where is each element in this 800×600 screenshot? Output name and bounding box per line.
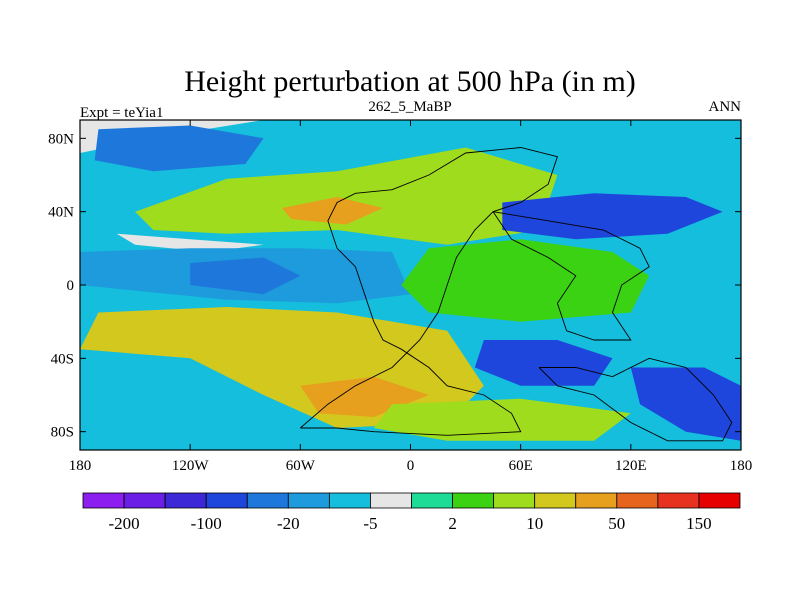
y-tick-label: 40N [48, 205, 74, 221]
x-tick-label: 120E [615, 458, 647, 474]
y-tick-label: 40S [51, 351, 74, 367]
band-70s-green [373, 398, 631, 441]
colorbar-swatch [657, 492, 700, 509]
colorbar-swatch [205, 492, 248, 509]
x-tick-label: 180 [730, 458, 753, 474]
y-tick-label: 80N [48, 131, 74, 147]
colorbar-swatch [246, 492, 289, 509]
colorbar-tick-label: 2 [448, 514, 457, 533]
colorbar-tick-label: -100 [191, 514, 222, 533]
colorbar-swatch [164, 492, 207, 509]
y-tick-label: 80S [51, 425, 74, 441]
x-tick-label: 120W [172, 458, 210, 474]
continent-outline-south [538, 357, 733, 442]
continent-outline-east [492, 211, 650, 341]
band-40s-blue [474, 340, 613, 386]
coastlines [300, 147, 733, 442]
x-tick-label: 180 [69, 458, 92, 474]
colorbar-swatch [534, 492, 577, 509]
band-equator-green [401, 239, 650, 322]
center-label: 262_5_MaBP [368, 99, 451, 115]
colorbar-tick-label: 50 [608, 514, 625, 533]
y-tick-label: 0 [67, 278, 75, 294]
colorbar-swatch [287, 492, 330, 509]
colorbar-swatch [328, 492, 371, 509]
right-label: ANN [709, 99, 742, 115]
band-equator-dark [190, 257, 301, 295]
band-40n-green [135, 147, 558, 245]
band-60s-blue [630, 367, 741, 441]
x-tick-label: 0 [407, 458, 415, 474]
colorbar-swatch [575, 492, 618, 509]
colorbar-swatch [82, 492, 125, 509]
band-20n-white [116, 233, 264, 252]
y-axis: 80N 40N 0 40S 80S [48, 131, 741, 441]
chart-title: Height perturbation at 500 hPa (in m) [184, 65, 636, 98]
colorbar-tick-label: -20 [277, 514, 300, 533]
x-axis: 180 120W 60W 0 60E 120E 180 [69, 120, 753, 474]
continent-outline-main [300, 147, 558, 436]
colorbar: -200 -100 -20 -5 2 10 50 150 [82, 492, 741, 533]
left-label: Expt = teYia1 [80, 105, 163, 121]
x-tick-label: 60E [509, 458, 533, 474]
colorbar-swatch [698, 492, 741, 509]
colorbar-tick-label: 150 [686, 514, 712, 533]
colorbar-swatch [123, 492, 166, 509]
plot-area [80, 120, 741, 450]
colorbar-swatch [493, 492, 536, 509]
colorbar-tick-label: -200 [109, 514, 140, 533]
colorbar-swatch [452, 492, 495, 509]
colorbar-tick-label: 10 [526, 514, 543, 533]
band-70n-blue [94, 125, 264, 172]
colorbar-swatch [411, 492, 453, 509]
band-60n-blue [502, 193, 723, 240]
colorbar-tick-label: -5 [363, 514, 377, 533]
x-tick-label: 60W [286, 458, 316, 474]
colorbar-swatch [616, 492, 659, 509]
contour-bands [80, 120, 741, 441]
colorbar-swatch [370, 492, 412, 509]
